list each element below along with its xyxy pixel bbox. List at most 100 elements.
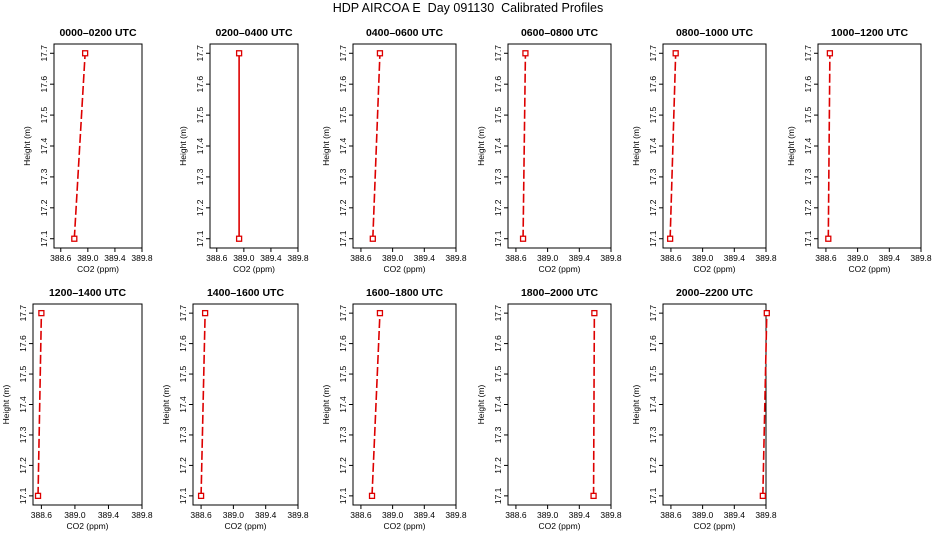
x-tick-label: 389.0 — [64, 510, 86, 520]
data-point-marker — [591, 309, 598, 317]
data-point-marker — [235, 50, 243, 57]
plot-frame — [192, 303, 299, 506]
profile-line — [73, 53, 86, 239]
y-tick-label: 17.4 — [493, 137, 503, 154]
y-axis-label: Height (m) — [161, 385, 171, 425]
profile-line — [200, 313, 206, 496]
x-tick-label: 389.8 — [131, 253, 153, 263]
y-tick-label: 17.5 — [195, 107, 205, 124]
x-axis-label: CO2 (ppm) — [848, 264, 890, 274]
y-tick-label: 17.6 — [338, 76, 348, 93]
y-tick-label: 17.1 — [195, 230, 205, 247]
x-tick-label: 388.6 — [206, 253, 228, 263]
y-tick-label: 17.7 — [195, 45, 205, 62]
profile-line — [669, 53, 677, 239]
y-tick-label: 17.4 — [338, 137, 348, 154]
y-axis-label: Height (m) — [476, 126, 486, 166]
profile-panel: 0000–0200 UTC 388.6 389.0 389.4 389.8 17.1 17.… — [22, 27, 153, 274]
y-tick-label: 17.7 — [493, 305, 503, 322]
x-tick-label: 388.6 — [660, 510, 682, 520]
y-tick-label: 17.2 — [493, 457, 503, 474]
profile-panel: 1600–1800 UTC 388.6 389.0 389.4 389.8 17.1 17.… — [321, 287, 467, 531]
panel-title: 0600–0800 UTC — [521, 27, 598, 39]
x-tick-label: 389.4 — [414, 253, 436, 263]
y-tick-label: 17.2 — [648, 199, 658, 216]
y-tick-label: 17.4 — [39, 137, 49, 154]
y-tick-label: 17.7 — [803, 45, 813, 62]
y-tick-label: 17.6 — [178, 335, 188, 352]
y-tick-label: 17.5 — [18, 366, 28, 383]
y-tick-label: 17.6 — [18, 335, 28, 352]
x-tick-label: 389.8 — [445, 510, 467, 520]
plot-frame — [209, 43, 299, 249]
data-point-marker — [34, 492, 42, 500]
y-tick-label: 17.4 — [195, 137, 205, 154]
y-tick-label: 17.7 — [39, 45, 49, 62]
data-point-marker — [71, 235, 78, 242]
x-tick-label: 388.6 — [505, 510, 527, 520]
y-tick-label: 17.2 — [648, 457, 658, 474]
y-tick-label: 17.6 — [39, 76, 49, 93]
page-title: HDP AIRCOA E Day 091130 Calibrated Profi… — [332, 1, 604, 15]
y-tick-label: 17.5 — [493, 366, 503, 383]
y-tick-label: 17.7 — [648, 45, 658, 62]
x-tick-label: 389.8 — [287, 510, 309, 520]
data-point-marker — [522, 50, 529, 57]
y-tick-label: 17.2 — [195, 199, 205, 216]
x-tick-label: 388.6 — [350, 253, 372, 263]
y-tick-label: 17.6 — [648, 335, 658, 352]
profile-panel: 0400–0600 UTC 388.6 389.0 389.4 389.8 17.1 17.… — [321, 27, 467, 274]
y-tick-label: 17.3 — [178, 426, 188, 443]
y-tick-label: 17.1 — [648, 230, 658, 247]
x-tick-label: 389.0 — [537, 253, 559, 263]
y-tick-label: 17.7 — [178, 305, 188, 322]
y-tick-label: 17.2 — [39, 199, 49, 216]
y-tick-label: 17.1 — [18, 487, 28, 504]
x-tick-label: 388.6 — [31, 510, 53, 520]
y-tick-label: 17.3 — [648, 168, 658, 185]
x-tick-label: 389.0 — [77, 253, 99, 263]
x-axis-label: CO2 (ppm) — [224, 521, 266, 531]
y-tick-label: 17.5 — [178, 366, 188, 383]
x-tick-label: 389.4 — [104, 253, 126, 263]
x-tick-label: 389.8 — [755, 253, 777, 263]
data-point-marker — [376, 309, 384, 317]
data-point-marker — [763, 309, 770, 317]
y-tick-label: 17.3 — [493, 168, 503, 185]
data-point-marker — [197, 492, 205, 500]
y-tick-label: 17.5 — [338, 366, 348, 383]
x-tick-label: 389.0 — [233, 253, 255, 263]
x-tick-label: 389.4 — [569, 253, 591, 263]
y-tick-label: 17.2 — [493, 199, 503, 216]
data-point-marker — [672, 50, 679, 57]
y-tick-label: 17.6 — [648, 76, 658, 93]
x-tick-label: 389.8 — [131, 510, 153, 520]
profile-line — [371, 313, 381, 496]
data-point-marker — [825, 235, 832, 242]
y-axis-label: Height (m) — [178, 126, 188, 166]
y-tick-label: 17.5 — [803, 107, 813, 124]
x-tick-label: 389.4 — [255, 510, 277, 520]
x-tick-label: 388.6 — [660, 253, 682, 263]
panel-title: 1600–1800 UTC — [366, 287, 443, 299]
profile-panel: 1200–1400 UTC 388.6 389.0 389.4 389.8 17.1 17.… — [1, 287, 153, 531]
data-point-marker — [201, 309, 209, 317]
x-axis-label: CO2 (ppm) — [66, 521, 108, 531]
y-tick-label: 17.3 — [338, 168, 348, 185]
y-tick-label: 17.2 — [178, 457, 188, 474]
plot-frame — [53, 43, 143, 249]
panel-title: 1000–1200 UTC — [831, 27, 908, 39]
profile-line — [522, 53, 527, 239]
x-axis-label: CO2 (ppm) — [383, 521, 425, 531]
panel-title: 0000–0200 UTC — [59, 27, 136, 39]
y-tick-label: 17.5 — [338, 107, 348, 124]
profile-line — [372, 53, 381, 239]
y-tick-label: 17.1 — [493, 230, 503, 247]
profile-line — [827, 53, 831, 239]
y-tick-label: 17.7 — [18, 305, 28, 322]
x-tick-label: 389.0 — [382, 253, 404, 263]
y-axis-label: Height (m) — [631, 385, 641, 425]
y-tick-label: 17.1 — [648, 487, 658, 504]
profile-line — [592, 313, 596, 496]
data-point-marker — [666, 235, 674, 242]
